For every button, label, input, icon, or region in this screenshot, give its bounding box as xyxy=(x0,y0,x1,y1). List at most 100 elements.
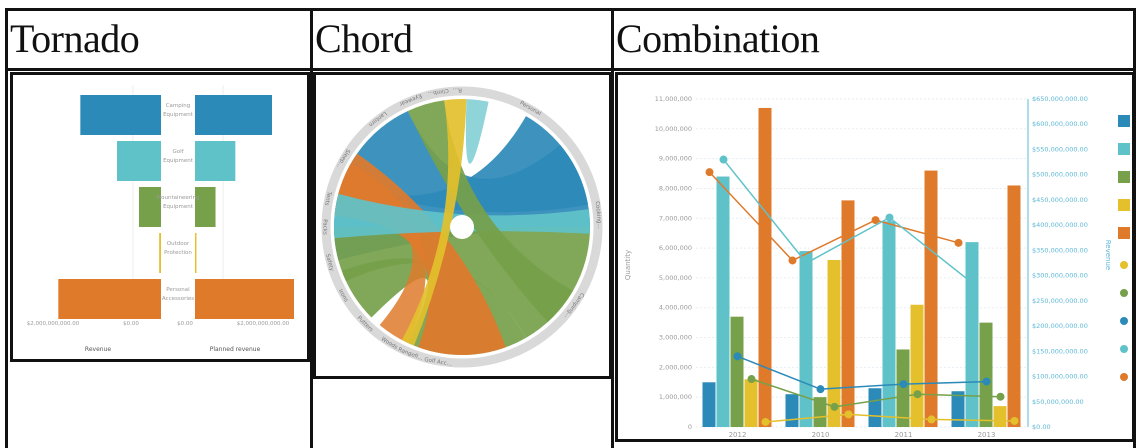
combo-x-tick-label: 2011 xyxy=(895,431,913,439)
combo-bar xyxy=(758,107,772,428)
tornado-tick-label: $2,000,000,000.00 xyxy=(27,321,80,327)
combo-bar xyxy=(785,394,799,427)
combo-y2-tick-label: $350,000,000.00 xyxy=(1032,246,1088,254)
combo-legend-swatch xyxy=(1118,227,1130,239)
chord-segment-label: R… xyxy=(452,86,462,92)
table-divider-2 xyxy=(611,8,614,448)
chord-ribbon-camping xyxy=(334,227,590,338)
combo-y2-tick-label: $0.00 xyxy=(1032,423,1051,431)
chord-segment-label: Packs xyxy=(322,219,328,235)
combo-legend-swatch xyxy=(1118,143,1130,155)
tornado-bar-planned xyxy=(195,141,236,181)
combo-y2-tick-label: $250,000,000.00 xyxy=(1032,297,1088,305)
tornado-bar-revenue xyxy=(80,95,161,135)
chord-ribbon-outdoor xyxy=(465,99,489,164)
tornado-category-label: Mountaineering xyxy=(156,195,199,201)
combo-y2-tick-label: $600,000,000.00 xyxy=(1032,120,1088,128)
combo-y-tick-label: 9,000,000 xyxy=(659,155,692,163)
combo-y2-axis-title: Revenue xyxy=(1104,240,1112,271)
combo-y2-tick-label: $50,000,000.00 xyxy=(1032,398,1084,406)
combo-line-point xyxy=(954,238,963,247)
combo-line-point xyxy=(982,377,991,386)
combo-legend-marker xyxy=(1120,261,1128,269)
combo-x-tick-label: 2012 xyxy=(729,431,747,439)
header-chord: Chord xyxy=(315,16,413,61)
chord-center-gap xyxy=(450,215,474,239)
combo-bar xyxy=(910,304,924,427)
header-combination: Combination xyxy=(616,16,820,61)
header-row-divider xyxy=(5,68,1133,71)
tornado-bar-planned xyxy=(195,95,272,135)
combo-line-point xyxy=(1010,416,1019,425)
combo-x-tick-label: 2013 xyxy=(978,431,996,439)
tornado-bar-revenue xyxy=(159,233,161,273)
combo-y2-tick-label: $150,000,000.00 xyxy=(1032,347,1088,355)
combo-line xyxy=(751,378,1001,408)
combo-y-tick-label: 8,000,000 xyxy=(659,184,692,192)
tornado-bar-planned xyxy=(195,187,216,227)
combo-legend-marker xyxy=(1120,289,1128,297)
combo-y-tick-label: 11,000,000 xyxy=(655,95,692,103)
combo-bar xyxy=(799,251,813,427)
combo-y-tick-label: 4,000,000 xyxy=(659,304,692,312)
tornado-category-label: Golf xyxy=(172,149,184,155)
combo-bar xyxy=(882,221,896,427)
tornado-category-label: Camping xyxy=(166,103,191,109)
tornado-category-label: Equipment xyxy=(163,204,194,210)
combo-bar xyxy=(896,349,910,427)
combo-bar xyxy=(1007,185,1021,427)
tornado-chart-image: Camping Equipment Golf Equipment Mountaineer… xyxy=(10,72,310,362)
combo-y2-tick-label: $100,000,000.00 xyxy=(1032,373,1088,381)
combo-bar xyxy=(965,242,979,427)
chord-ribbon-personal xyxy=(341,110,589,213)
combo-line-point xyxy=(747,375,756,384)
combo-y-axis-title: Quantity xyxy=(624,250,632,280)
combo-line-point xyxy=(885,213,894,222)
tornado-bar-planned xyxy=(195,233,197,273)
combo-y-tick-label: 7,000,000 xyxy=(659,214,692,222)
combo-legend-swatch xyxy=(1118,115,1130,127)
combo-bar xyxy=(827,260,841,427)
combination-chart-image: 11,000,000 10,000,000 9,000,000 8,000,000 7,… xyxy=(615,72,1135,442)
combo-legend-swatch xyxy=(1118,199,1130,211)
combo-line-point xyxy=(788,256,797,265)
combo-y-tick-label: 1,000,000 xyxy=(659,393,692,401)
tornado-bar-revenue xyxy=(58,279,162,319)
combo-bar xyxy=(951,391,965,427)
combo-line-point xyxy=(830,402,839,411)
chord-segment-label: Tents xyxy=(323,190,332,206)
combo-y2-tick-label: $300,000,000.00 xyxy=(1032,272,1088,280)
tornado-category-label: Equipment xyxy=(163,158,194,164)
combination-chart: 11,000,000 10,000,000 9,000,000 8,000,000 7,… xyxy=(624,95,1130,439)
tornado-tick-label: $0.00 xyxy=(123,321,139,327)
combo-line-point xyxy=(871,216,880,225)
tornado-tick-label: $2,000,000,000.00 xyxy=(237,321,290,327)
tornado-tick-label: $0.00 xyxy=(177,321,193,327)
combo-bar xyxy=(868,388,882,427)
table-divider-1 xyxy=(310,8,313,448)
tornado-bar-revenue xyxy=(117,141,161,181)
combo-bar xyxy=(841,200,855,427)
combo-line-point xyxy=(844,410,853,419)
combo-line xyxy=(765,413,1015,423)
combo-bar xyxy=(744,379,758,427)
combo-line-point xyxy=(761,417,770,426)
combo-y-tick-label: 3,000,000 xyxy=(659,334,692,342)
tornado-category-label: Personal xyxy=(166,287,190,293)
combo-x-tick-label: 2010 xyxy=(812,431,830,439)
chord-chart-image: Personal Cooking… Camping… Golf Acc… Rangefi… xyxy=(313,72,612,379)
combo-y2-tick-label: $200,000,000.00 xyxy=(1032,322,1088,330)
combo-line xyxy=(737,355,987,390)
combo-line xyxy=(708,171,959,262)
combo-legend-marker xyxy=(1120,345,1128,353)
combo-bar xyxy=(924,170,938,427)
combo-line-point xyxy=(719,155,728,164)
chord-segment-label: Irons xyxy=(337,288,349,303)
combo-y2-tick-label: $650,000,000.00 xyxy=(1032,95,1088,103)
combo-y2-tick-label: $550,000,000.00 xyxy=(1032,145,1088,153)
combo-bar xyxy=(730,316,744,427)
tornado-axis-title: Planned revenue xyxy=(210,346,261,353)
combo-y-tick-label: 6,000,000 xyxy=(659,244,692,252)
